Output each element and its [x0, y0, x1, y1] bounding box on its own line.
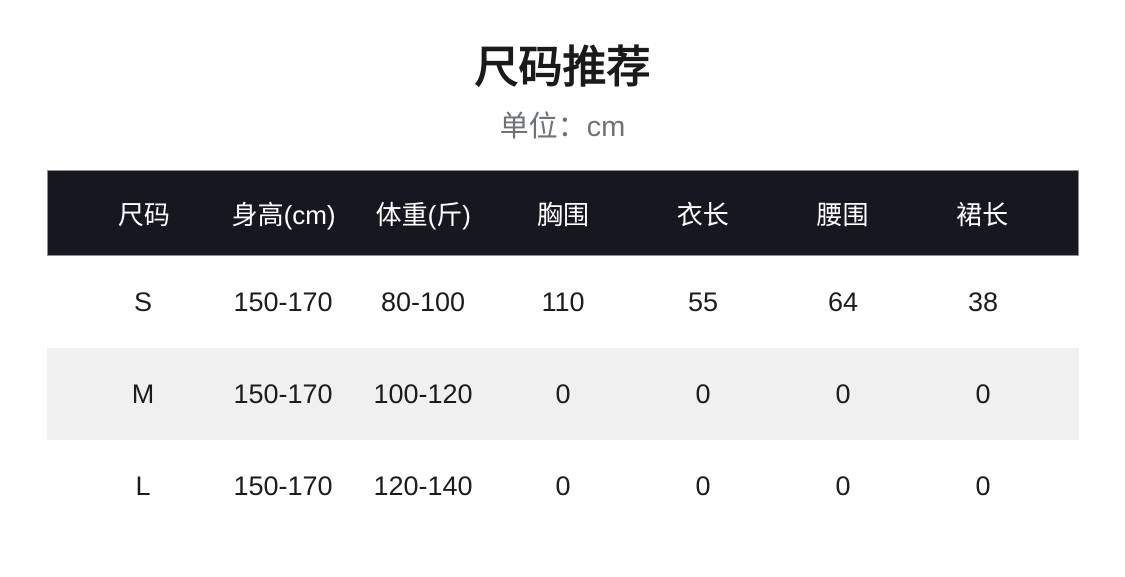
table-row-s: S 150-170 80-100 110 55 64 38: [47, 256, 1079, 348]
unit-label: 单位：cm: [499, 111, 626, 143]
cell-skirt-length: 38: [967, 286, 999, 317]
cell-clothing-length: 55: [687, 286, 719, 317]
cell-size: L: [135, 470, 151, 501]
cell-bust: 0: [555, 470, 571, 501]
header-cell-clothing-length: 衣长: [676, 199, 729, 230]
header-cell-skirt-length: 裙长: [956, 199, 1009, 230]
cell-bust: 110: [541, 286, 585, 317]
table-header-row: 尺码 身高(cm) 体重(斤) 胸围 衣长 腰围 裙长: [47, 170, 1079, 256]
cell-skirt-length: 0: [975, 470, 991, 501]
cell-skirt-length: 0: [975, 378, 991, 409]
header-cell-height: 身高(cm): [231, 199, 336, 230]
table-row-l: L 150-170 120-140 0 0 0 0: [47, 440, 1079, 532]
cell-height-range: 150-170: [233, 378, 333, 409]
cell-height-range: 150-170: [233, 470, 333, 501]
cell-height-range: 150-170: [233, 286, 333, 317]
cell-bust: 0: [555, 378, 571, 409]
cell-size: M: [131, 378, 155, 409]
cell-weight-range: 100-120: [373, 378, 473, 409]
cell-waist: 0: [835, 378, 851, 409]
header-cell-size: 尺码: [117, 199, 170, 230]
size-table: 尺码 身高(cm) 体重(斤) 胸围 衣长 腰围 裙长 S 150-170 80…: [47, 170, 1079, 532]
cell-clothing-length: 0: [695, 470, 711, 501]
cell-weight-range: 80-100: [380, 286, 466, 317]
cell-clothing-length: 0: [695, 378, 711, 409]
cell-size: S: [133, 286, 152, 317]
header-cell-bust: 胸围: [537, 199, 590, 230]
cell-weight-range: 120-140: [373, 470, 473, 501]
header-cell-weight: 体重(斤): [375, 199, 471, 230]
page-title: 尺码推荐: [474, 43, 651, 92]
table-row-m: M 150-170 100-120 0 0 0 0: [47, 348, 1079, 440]
header-cell-waist: 腰围: [816, 199, 869, 230]
cell-waist: 0: [835, 470, 851, 501]
cell-waist: 64: [827, 286, 859, 317]
